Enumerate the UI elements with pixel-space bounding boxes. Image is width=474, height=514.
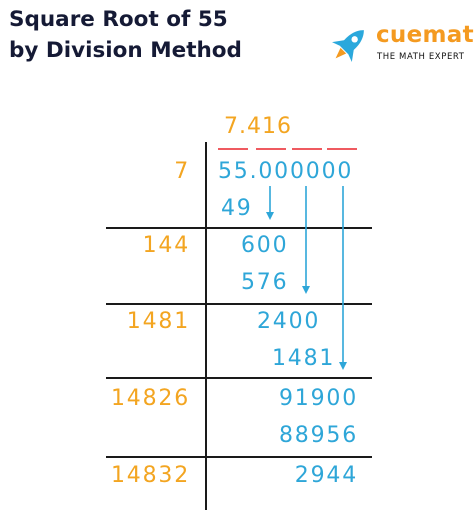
division-vertical-line [205, 142, 207, 510]
subtrahend-4: 88956 [279, 423, 358, 448]
subtrahend-2: 576 [241, 270, 289, 295]
remainder-2: 2400 [257, 309, 321, 334]
quotient: 7.416 [224, 114, 292, 139]
brand-name: cuemath [376, 22, 474, 48]
subtrahend-3: 1481 [272, 346, 336, 371]
subtrahend-1: 49 [221, 196, 253, 221]
divisor-3: 1481 [126, 309, 190, 334]
division-line-4 [106, 456, 372, 458]
title-line-2: by Division Method [9, 38, 242, 63]
division-line-3 [106, 377, 372, 379]
divisor-2: 144 [142, 233, 190, 258]
pair-bar-2 [256, 148, 286, 150]
title-line-1: Square Root of 55 [9, 7, 228, 32]
divisor-1: 7 [174, 159, 190, 184]
brand-tagline: THE MATH EXPERT [377, 52, 465, 62]
pair-bar-1 [218, 148, 248, 150]
dividend: 55.000000 [218, 159, 354, 184]
remainder-3: 91900 [279, 386, 358, 411]
remainder-4: 2944 [294, 463, 358, 488]
title: Square Root of 55 by Division Method [9, 4, 242, 66]
division-line-2 [106, 303, 372, 305]
pair-bar-4 [327, 148, 357, 150]
remainder-1: 600 [241, 233, 289, 258]
division-line-1 [106, 227, 372, 229]
divisor-4: 14826 [111, 386, 190, 411]
pair-bar-3 [292, 148, 322, 150]
divisor-5: 14832 [111, 463, 190, 488]
rocket-icon [332, 30, 364, 62]
brand-logo: cuemath THE MATH EXPERT [326, 20, 474, 70]
